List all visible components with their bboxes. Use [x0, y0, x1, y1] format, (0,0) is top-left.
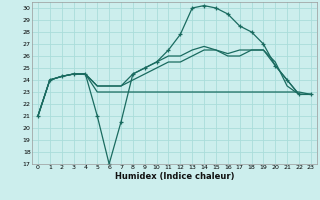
- X-axis label: Humidex (Indice chaleur): Humidex (Indice chaleur): [115, 172, 234, 181]
